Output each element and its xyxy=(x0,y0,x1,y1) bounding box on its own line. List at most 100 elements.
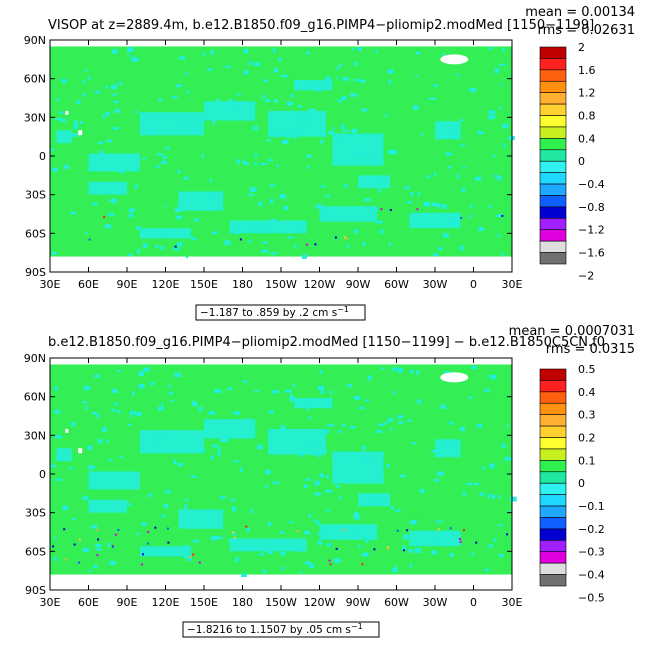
colorbar-label: 0.4 xyxy=(578,132,596,145)
low-value-speck xyxy=(353,395,361,400)
low-value-speck xyxy=(246,528,251,533)
low-value-speck xyxy=(489,463,495,469)
low-value-speck xyxy=(489,374,497,380)
y-tick-label: 90N xyxy=(24,34,46,47)
y-tick-label: 0 xyxy=(39,150,46,163)
low-value-speck xyxy=(338,64,343,67)
low-value-speck xyxy=(184,499,189,502)
low-value-speck xyxy=(154,165,160,168)
low-value-speck xyxy=(350,93,358,97)
low-value-speck xyxy=(273,68,279,73)
low-value-speck xyxy=(54,435,62,439)
low-value-speck xyxy=(258,201,263,207)
low-value-speck xyxy=(73,123,79,129)
low-value-speck xyxy=(270,184,275,187)
low-value-speck xyxy=(267,522,272,527)
low-value-speck xyxy=(119,455,124,458)
panel-1-title: VISOP at z=2889.4m, b.e12.B1850.f09_g16.… xyxy=(48,18,594,33)
extreme-value-speck xyxy=(111,545,114,548)
low-value-speck xyxy=(101,427,107,432)
low-value-speck xyxy=(249,187,257,192)
y-tick-label: 60S xyxy=(25,545,46,558)
low-value-speck xyxy=(487,493,491,499)
low-value-patch xyxy=(229,220,307,234)
low-value-speck xyxy=(50,148,55,151)
low-value-speck xyxy=(285,133,292,138)
low-value-speck xyxy=(253,62,261,66)
low-value-speck xyxy=(53,536,56,540)
low-value-speck xyxy=(337,99,342,103)
colorbar-swatch xyxy=(539,252,567,265)
low-value-speck xyxy=(109,560,116,566)
low-value-speck xyxy=(293,244,297,248)
low-value-speck xyxy=(205,419,209,423)
colorbar-swatch xyxy=(539,138,567,151)
low-value-speck xyxy=(97,141,104,144)
low-value-speck xyxy=(428,97,436,101)
low-value-speck xyxy=(191,401,198,407)
low-value-speck xyxy=(202,52,206,57)
island-land xyxy=(78,448,83,454)
low-value-speck xyxy=(243,70,249,75)
low-value-speck xyxy=(105,139,113,143)
x-tick-label: 30E xyxy=(40,278,61,291)
low-value-patch xyxy=(56,130,72,144)
x-tick-label: 120W xyxy=(304,596,336,609)
low-value-speck xyxy=(435,203,442,208)
low-value-speck xyxy=(318,532,322,536)
low-value-speck xyxy=(355,151,363,156)
low-value-speck xyxy=(504,456,511,461)
low-value-speck xyxy=(500,83,503,86)
low-value-speck xyxy=(219,495,226,499)
extreme-value-speck xyxy=(232,531,235,534)
low-value-speck xyxy=(239,467,243,473)
low-value-speck xyxy=(353,514,361,520)
low-value-speck xyxy=(131,56,139,62)
low-value-speck xyxy=(272,389,279,394)
low-value-speck xyxy=(322,429,330,434)
low-value-speck xyxy=(375,159,378,164)
extreme-value-speck xyxy=(406,529,409,532)
low-value-patch xyxy=(358,493,391,507)
x-tick-label: 0 xyxy=(470,596,477,609)
low-value-speck xyxy=(311,84,318,88)
low-value-speck xyxy=(499,106,502,109)
extreme-value-speck xyxy=(386,546,389,549)
low-value-speck xyxy=(444,370,451,374)
low-value-speck xyxy=(156,153,164,156)
x-tick-label: 30E xyxy=(40,596,61,609)
low-value-speck xyxy=(87,445,93,450)
low-value-speck xyxy=(248,239,252,243)
low-value-speck xyxy=(217,451,221,457)
low-value-speck xyxy=(299,549,303,553)
low-value-speck xyxy=(164,147,167,151)
extreme-value-speck xyxy=(329,563,332,566)
low-value-speck xyxy=(281,74,288,78)
low-value-speck xyxy=(176,215,183,220)
low-value-speck xyxy=(279,194,286,199)
low-value-speck xyxy=(326,543,332,547)
x-tick-label: 90W xyxy=(346,596,371,609)
low-value-speck xyxy=(463,165,466,169)
low-value-speck xyxy=(233,411,241,415)
low-value-speck xyxy=(362,552,369,557)
low-value-speck xyxy=(177,241,183,247)
extreme-value-speck xyxy=(146,542,149,545)
low-value-speck xyxy=(167,550,172,553)
low-value-speck xyxy=(72,133,78,137)
low-value-speck xyxy=(310,443,317,447)
low-value-speck xyxy=(268,410,274,414)
extreme-value-speck xyxy=(334,236,337,239)
low-value-speck xyxy=(162,156,167,159)
low-value-speck xyxy=(233,532,237,536)
low-value-speck xyxy=(303,484,308,488)
low-value-speck xyxy=(128,253,133,257)
low-value-speck xyxy=(353,230,357,233)
colorbar-swatch xyxy=(539,115,567,128)
low-value-speck xyxy=(245,418,250,421)
low-value-speck xyxy=(351,128,358,134)
low-value-speck xyxy=(362,456,369,461)
low-value-speck xyxy=(497,234,501,237)
panel-1-rms: rms = 0.02631 xyxy=(538,23,635,38)
low-value-speck xyxy=(316,86,323,92)
